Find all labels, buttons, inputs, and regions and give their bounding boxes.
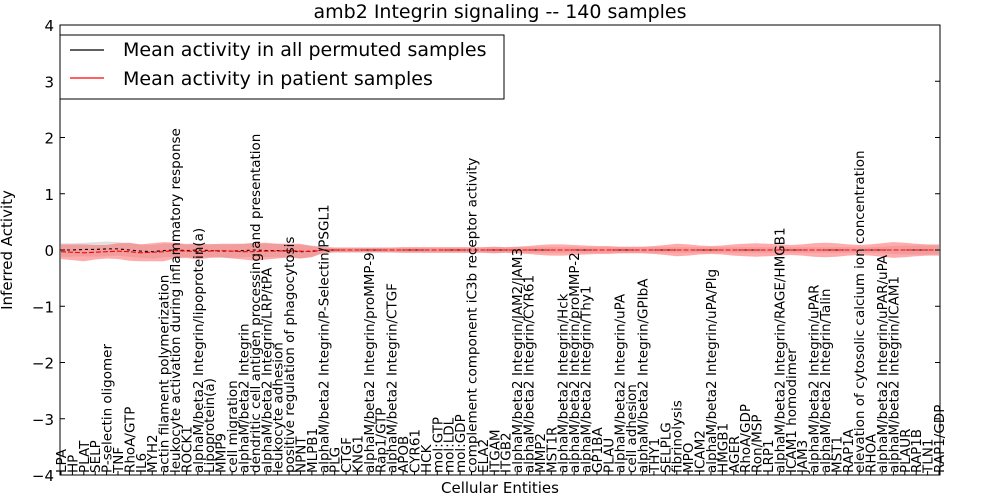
x-tick-label: Lipoprotein(a) xyxy=(202,378,218,473)
y-tick-label: −1 xyxy=(32,298,54,316)
x-tick-label: MST1R xyxy=(544,427,560,473)
x-tick-label: MST1 xyxy=(829,436,845,473)
x-tick-label: HMGB1 xyxy=(715,423,731,473)
y-tick-label: 1 xyxy=(44,186,54,204)
x-tick-label: alphaM/beta2 Integrin/proMMP-9 xyxy=(362,252,378,473)
y-tick-label: 0 xyxy=(44,242,54,260)
y-axis-label: Inferred Activity xyxy=(0,190,16,310)
x-tick-label: CTGF xyxy=(339,437,355,473)
x-tick-label: ELA2 xyxy=(476,439,492,473)
x-tick-label: alphaM/beta2 Integrin/LRP/tPA xyxy=(259,267,275,473)
x-tick-label: mol:GTP xyxy=(430,417,446,473)
x-tick-label: Rap1/GTP xyxy=(373,408,389,473)
y-tick-label: −3 xyxy=(32,411,54,429)
y-tick-label: −2 xyxy=(32,355,54,373)
legend-label-patient: Mean activity in patient samples xyxy=(123,68,433,90)
x-tick-label: ITGAM xyxy=(487,429,503,473)
x-tick-label: complement component iC3b receptor activ… xyxy=(464,158,480,473)
x-tick-label: cell adhesion xyxy=(624,384,640,473)
y-tick-label: 3 xyxy=(44,73,54,91)
x-tick-label: THY1 xyxy=(647,438,663,474)
x-tick-label: alphaM/beta2 Integrin/uPAR/uPA xyxy=(875,254,891,473)
x-tick-label: mol:GDP xyxy=(453,414,469,473)
x-tick-label: PLAU xyxy=(601,438,617,473)
x-tick-label: MYH2 xyxy=(145,434,161,473)
x-tick-label: alphaM/beta2 Integrin/P-Selectin/PSGL1 xyxy=(316,204,332,473)
x-tick-label: SELP xyxy=(88,440,104,473)
x-tick-label: leukocyte activation during inflammatory… xyxy=(168,128,184,473)
legend: Mean activity in all permuted samples Me… xyxy=(59,34,505,100)
x-tick-label: ITGB2 xyxy=(499,432,515,473)
x-tick-label: PLAT xyxy=(77,440,93,473)
x-tick-label: alphaM/beta2 Integrin/ICAM1 xyxy=(886,276,902,473)
x-tick-label: ICAM1 homodimer xyxy=(784,348,800,473)
legend-label-permuted: Mean activity in all permuted samples xyxy=(123,39,486,61)
x-tick-label: KNG1 xyxy=(350,435,366,473)
x-axis-label: Cellular Entities xyxy=(441,479,559,497)
x-tick-label: dendritic cell antigen processing and pr… xyxy=(248,134,264,473)
x-tick-label: HCK xyxy=(419,443,435,473)
x-tick-label: HP xyxy=(65,455,81,473)
x-tick-label: cell migration xyxy=(225,380,241,473)
x-tick-label: Ron/MSP xyxy=(750,415,766,474)
x-tick-label: MMP2 xyxy=(533,433,549,473)
legend-box xyxy=(59,34,505,100)
y-tick-label: −4 xyxy=(32,467,54,485)
x-tick-label: fibrinolysis xyxy=(670,400,686,473)
x-tick-label: SELPLG xyxy=(658,422,674,473)
x-tick-label: RhoA/GTP xyxy=(122,407,138,473)
x-tick-label: MLPB1 xyxy=(305,428,321,473)
y-tick-label: 4 xyxy=(44,17,54,35)
x-tick-label: P-selectin oligomer xyxy=(100,344,116,473)
x-tick-label: alphaM/beta2 Integrin/CTGF xyxy=(385,283,401,473)
x-tick-label: RAP1A xyxy=(841,428,857,473)
x-tick-label: alphaM/beta2 Integrin/Hck xyxy=(556,293,572,473)
x-tick-label: PLAUR xyxy=(898,429,914,473)
x-tick-label: APOB xyxy=(396,436,412,473)
x-tick-label: alphaM/beta2 Integrin/RAGE/HMGB1 xyxy=(772,227,788,473)
x-tick-label: alphaM/beta2 Integrin/Thy1 xyxy=(579,286,595,473)
x-tick-label: RAP1/GDP xyxy=(932,405,948,473)
x-tick-label: RhoA/GDP xyxy=(738,404,754,473)
x-tick-label: actin filament polymerization xyxy=(157,275,173,473)
x-tick-label: alphaM/beta2 Integrin/GPIbA xyxy=(636,278,652,473)
x-tick-label: alphaM/beta2 Integrin/lipoprotein(a) xyxy=(191,228,207,473)
x-tick-label: alphaM/beta2 Integrin/JAM2/JAM3 xyxy=(510,248,526,473)
patient-mean-line xyxy=(60,249,939,254)
x-tick-label: alphaM/beta2 Integrin/CYR61 xyxy=(522,275,538,473)
x-tick-label: JAM3 xyxy=(795,440,811,474)
x-tick-label: elevation of cytosolic calcium ion conce… xyxy=(852,150,868,473)
patient-band xyxy=(61,242,939,262)
x-tick-label: ICAM2 xyxy=(693,430,709,473)
x-tick-label: LPA xyxy=(54,448,70,473)
x-tick-label: NPNT xyxy=(293,436,309,473)
x-tick-label: MPO xyxy=(681,443,697,473)
x-tick-label: CYR61 xyxy=(407,429,423,473)
chart-title: amb2 Integrin signaling -- 140 samples xyxy=(313,1,686,23)
x-tick-label: mol:LDL xyxy=(442,417,458,473)
x-tick-label: alphaM/beta2 Integrin/Talin xyxy=(818,289,834,473)
x-tick-label: RAP1B xyxy=(909,429,925,473)
x-tick-label: leukocyte adhesion xyxy=(271,342,287,473)
x-tick-label: RHOA xyxy=(864,433,880,473)
x-tick-label: alphaM/beta2 Integrin/uPA xyxy=(613,293,629,473)
x-tick-label: IL6 xyxy=(134,453,150,473)
x-tick-label: PLG xyxy=(328,447,344,473)
x-tick-label: ROCK1 xyxy=(179,426,195,473)
x-tick-label: GP1BA xyxy=(590,427,606,473)
x-tick-label: AGER xyxy=(727,436,743,473)
y-tick-label: 2 xyxy=(44,130,54,148)
x-tick-label: MMP9 xyxy=(214,433,230,473)
x-tick-label: alphaM/beta2 Integrin/proMMP-2 xyxy=(567,252,583,473)
x-tick-label: alphaM/beta2 Integrin/uPAR xyxy=(807,285,823,474)
x-tick-label: TLN1 xyxy=(921,439,937,474)
x-tick-label: alphaM/beta2 Integrin xyxy=(236,323,252,473)
x-tick-label: positive regulation of phagocytosis xyxy=(282,237,298,473)
x-tick-label: alphaM/beta2 Integrin/uPA/Plg xyxy=(704,269,720,473)
x-tick-label: TNF xyxy=(111,447,127,474)
x-tick-label: LRP1 xyxy=(761,439,777,473)
